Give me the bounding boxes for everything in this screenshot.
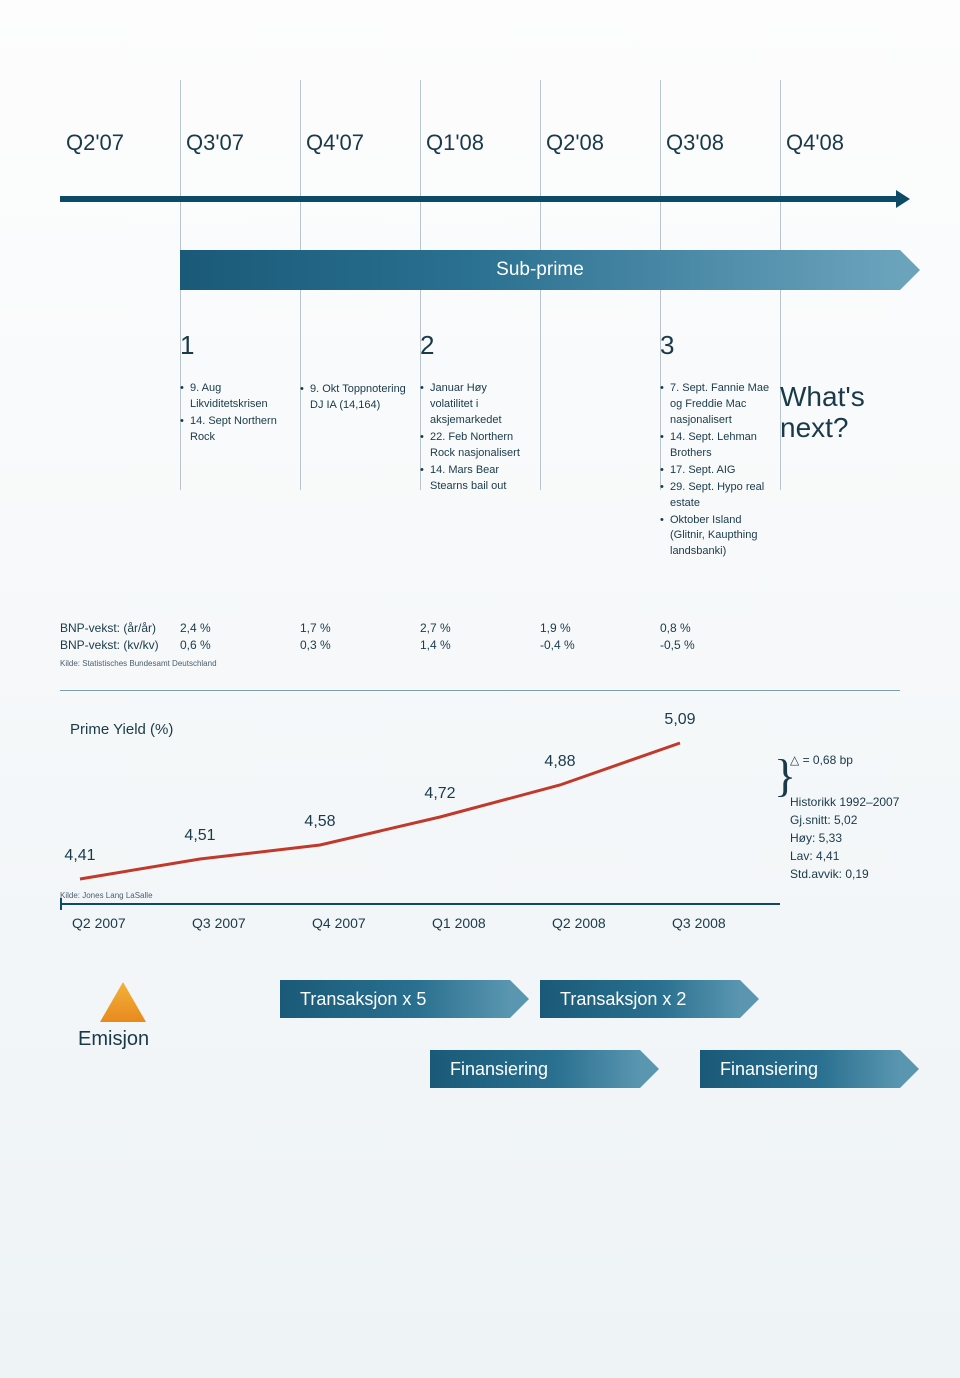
transaction-arrow: Finansiering <box>700 1050 900 1088</box>
bnp-values-row: 2,4 %0,6 %1,7 %0,3 %2,7 %1,4 %1,9 %-0,4 … <box>180 620 900 654</box>
phase-col: 2 Januar Høy volatilitet i aksjemarkedet2… <box>420 330 540 561</box>
bnp-yoy-value: 0,8 % <box>660 620 780 637</box>
bnp-yoy-value: 1,7 % <box>300 620 420 637</box>
bnp-yoy-value: 1,9 % <box>540 620 660 637</box>
phase-event: 14. Sept Northern Rock <box>180 414 292 446</box>
hist-line: Høy: 5,33 <box>790 829 910 847</box>
quarter-label: Q3'08 <box>660 130 780 156</box>
chart-svg <box>60 711 780 911</box>
bnp-yoy-value: 2,7 % <box>420 620 540 637</box>
transaction-arrow: Transaksjon x 2 <box>540 980 740 1018</box>
hist-line: Lav: 4,41 <box>790 847 910 865</box>
phase-event: 17. Sept. AIG <box>660 463 772 479</box>
chart-point-label: 4,58 <box>304 813 335 831</box>
quarter-label: Q1'08 <box>420 130 540 156</box>
quarter-col: Q4'08 <box>780 130 900 156</box>
phase-event: 14. Mars Bear Stearns bail out <box>420 463 532 495</box>
phase-event: Oktober Island (Glitnir, Kaupthing lands… <box>660 513 772 561</box>
bnp-value-col: 1,9 %-0,4 % <box>540 620 660 654</box>
bnp-label-yoy: BNP-vekst: (år/år) <box>60 620 217 637</box>
triangle-icon <box>98 980 148 1024</box>
whats-next-col: What's next? <box>780 330 900 561</box>
chart-point-label: 5,09 <box>664 711 695 729</box>
quarter-col: Q2'07 <box>60 130 180 156</box>
quarter-label: Q3'07 <box>180 130 300 156</box>
quarter-col: Q1'08 <box>420 130 540 156</box>
phase-number: 2 <box>420 330 532 361</box>
subprime-label: Sub-prime <box>496 259 584 280</box>
phase-event: 29. Sept. Hypo real estate <box>660 480 772 512</box>
quarter-label: Q4'08 <box>780 130 900 156</box>
chart-x-labels: Q2 2007Q3 2007Q4 2007Q1 2008Q2 2008Q3 20… <box>60 915 780 931</box>
bnp-label-qoq: BNP-vekst: (kv/kv) <box>60 637 217 654</box>
emisjon-label: Emisjon <box>78 1028 149 1051</box>
chart-x-label: Q2 2007 <box>60 915 180 931</box>
chart-x-label: Q3 2007 <box>180 915 300 931</box>
quarter-label: Q2'07 <box>60 130 180 156</box>
hist-title: Historikk 1992–2007 <box>790 793 910 811</box>
chart-x-axis <box>60 903 780 905</box>
chart-source: Kilde: Jones Lang LaSalle <box>60 891 153 900</box>
bnp-source: Kilde: Statistisches Bundesamt Deutschla… <box>60 658 217 669</box>
transaction-arrow: Transaksjon x 5 <box>280 980 510 1018</box>
bnp-section: BNP-vekst: (år/år) BNP-vekst: (kv/kv) Ki… <box>60 620 900 654</box>
bnp-labels: BNP-vekst: (år/år) BNP-vekst: (kv/kv) Ki… <box>60 620 217 669</box>
whats-next-text: What's next? <box>780 382 892 444</box>
chart-point-label: 4,41 <box>64 847 95 865</box>
phase-event: 22. Feb Northern Rock nasjonalisert <box>420 430 532 462</box>
subprime-bar: Sub-prime <box>180 250 900 290</box>
phases-row: 1 9. Aug Likviditetskrisen14. Sept Northe… <box>180 330 900 561</box>
phase-event-list: Januar Høy volatilitet i aksjemarkedet22… <box>420 381 532 495</box>
timeline-arrow <box>60 196 900 202</box>
diagram-root: Q2'07Q3'07Q4'07Q1'08Q2'08Q3'08Q4'08 Sub-… <box>60 130 900 202</box>
phase-event: 7. Sept. Fannie Mae og Freddie Mac nasjo… <box>660 381 772 429</box>
hist-line: Std.avvik: 0,19 <box>790 865 910 883</box>
chart-point-label: 4,72 <box>424 785 455 803</box>
phase-col: 1 9. Aug Likviditetskrisen14. Sept Northe… <box>180 330 300 561</box>
phase-event: Januar Høy volatilitet i aksjemarkedet <box>420 381 532 429</box>
bnp-value-col: 1,7 %0,3 % <box>300 620 420 654</box>
chart-x-label: Q2 2008 <box>540 915 660 931</box>
bnp-qoq-value: 1,4 % <box>420 637 540 654</box>
quarter-col: Q3'07 <box>180 130 300 156</box>
chart-point-label: 4,88 <box>544 753 575 771</box>
bnp-qoq-value: -0,4 % <box>540 637 660 654</box>
phase-number: 3 <box>660 330 772 361</box>
phase-col: 3 7. Sept. Fannie Mae og Freddie Mac nasj… <box>660 330 780 561</box>
phase-col: 9. Okt Toppnotering DJ IA (14,164) <box>300 330 420 561</box>
chart-x-label: Q1 2008 <box>420 915 540 931</box>
phase-event-list: 7. Sept. Fannie Mae og Freddie Mac nasjo… <box>660 381 772 560</box>
quarter-col: Q4'07 <box>300 130 420 156</box>
bnp-value-col: 0,8 %-0,5 % <box>660 620 780 654</box>
chart-line <box>80 743 680 879</box>
phase-event: 9. Okt Toppnotering DJ IA (14,164) <box>300 382 412 414</box>
brace-icon: } <box>774 753 796 799</box>
quarter-col: Q3'08 <box>660 130 780 156</box>
chart-x-label: Q4 2007 <box>300 915 420 931</box>
chart-annotation: } △ = 0,68 bp Historikk 1992–2007 Gj.sni… <box>790 751 910 883</box>
bnp-value-col: 2,7 %1,4 % <box>420 620 540 654</box>
quarter-label: Q2'08 <box>540 130 660 156</box>
quarter-col: Q2'08 <box>540 130 660 156</box>
delta-text: △ = 0,68 bp <box>790 751 910 769</box>
phase-number: 1 <box>180 330 292 361</box>
phase-event: 14. Sept. Lehman Brothers <box>660 430 772 462</box>
phase-event-list: 9. Aug Likviditetskrisen14. Sept Norther… <box>180 381 292 446</box>
bnp-qoq-value: -0,5 % <box>660 637 780 654</box>
transaction-arrow: Finansiering <box>430 1050 640 1088</box>
prime-yield-chart: Prime Yield (%) 4,414,514,584,724,885,09… <box>60 690 900 691</box>
phase-event: 9. Aug Likviditetskrisen <box>180 381 292 413</box>
quarter-label: Q4'07 <box>300 130 420 156</box>
hist-line: Gj.snitt: 5,02 <box>790 811 910 829</box>
bnp-qoq-value: 0,3 % <box>300 637 420 654</box>
phase-event-list: 9. Okt Toppnotering DJ IA (14,164) <box>300 382 412 414</box>
phase-col <box>540 330 660 561</box>
chart-x-label: Q3 2008 <box>660 915 780 931</box>
chart-point-label: 4,51 <box>184 827 215 845</box>
quarter-header-row: Q2'07Q3'07Q4'07Q1'08Q2'08Q3'08Q4'08 <box>60 130 900 156</box>
